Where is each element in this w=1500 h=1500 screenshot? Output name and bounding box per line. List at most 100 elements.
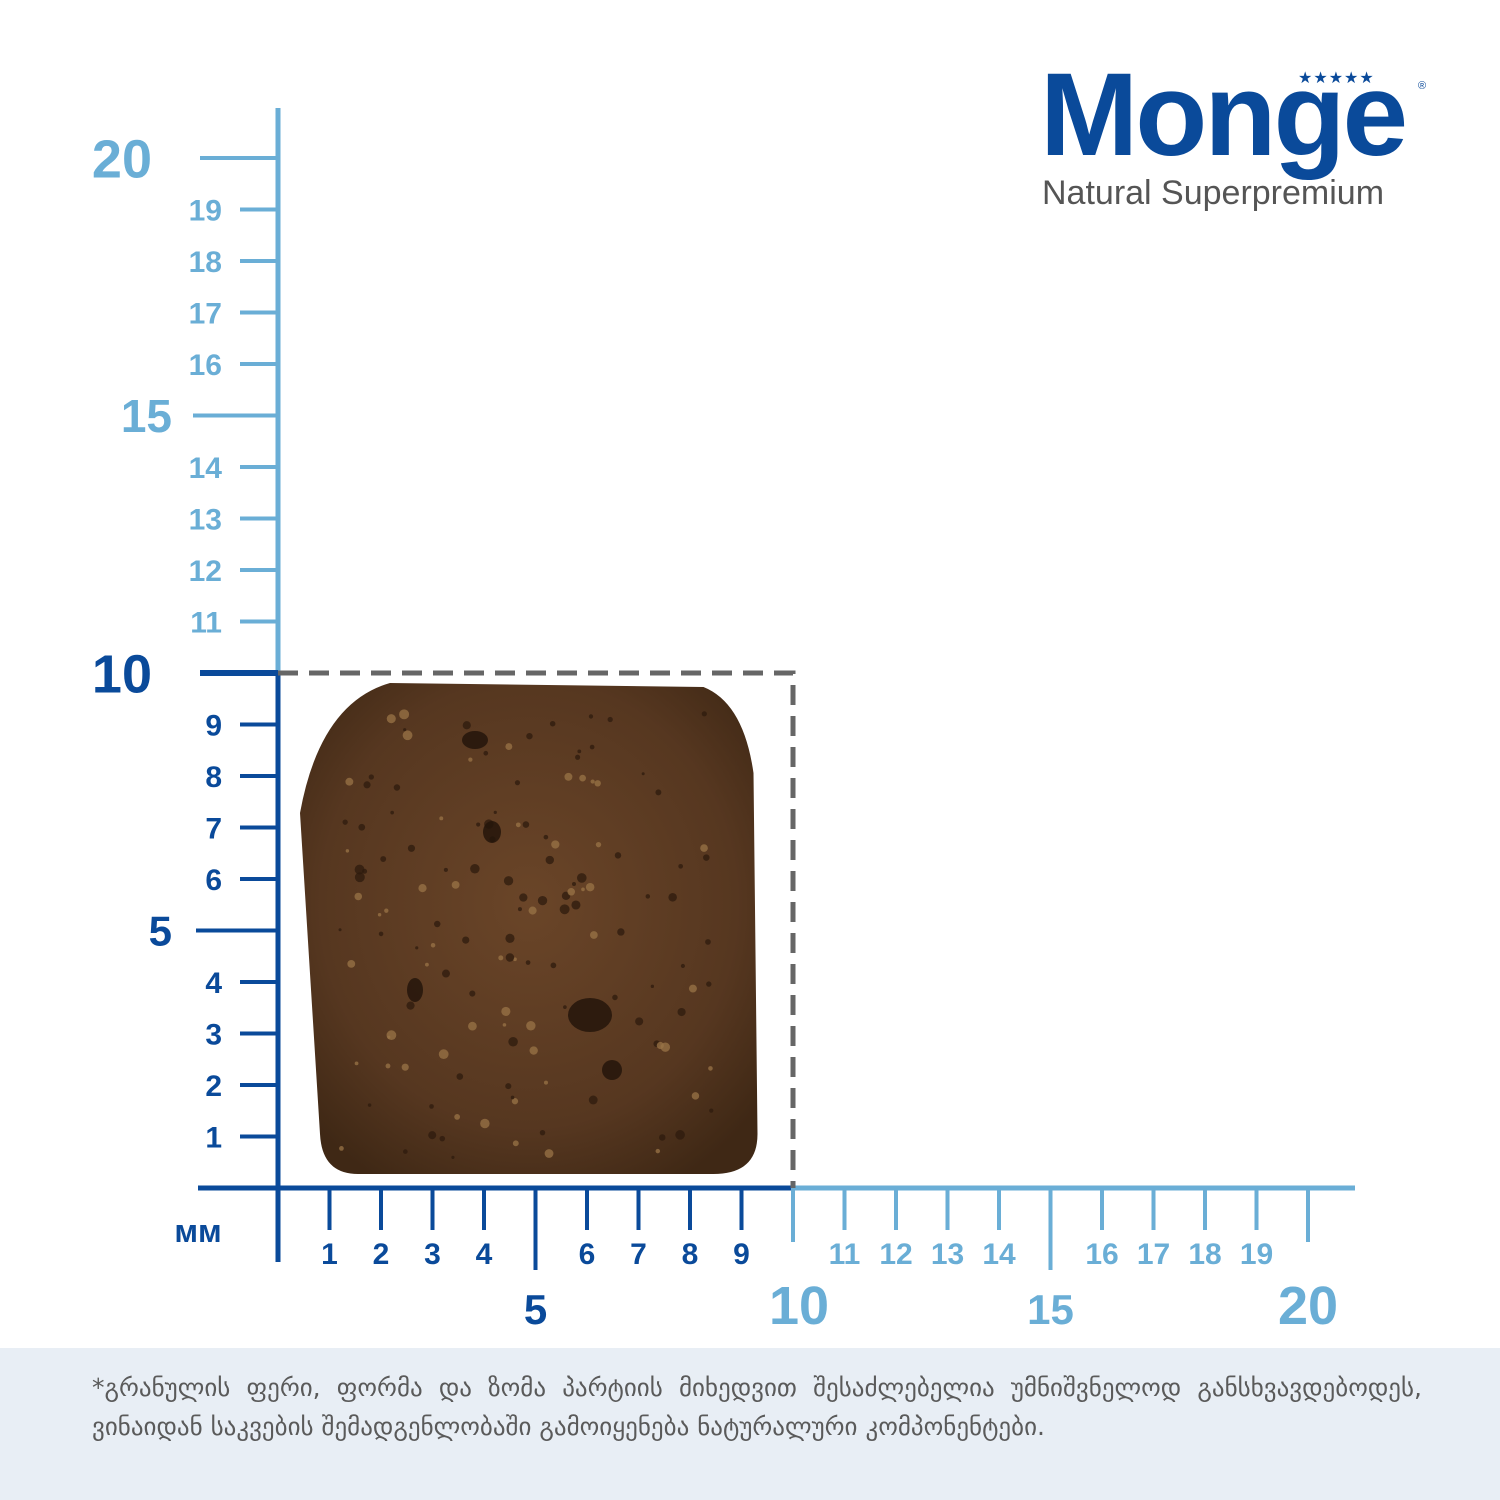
kibble-speckle [588,1095,598,1105]
y-tick-label: 11 [190,607,222,640]
kibble-speckle [451,1155,455,1159]
kibble-speckle [575,754,581,760]
kibble-speckle [493,810,497,814]
kibble-speckle [550,962,557,969]
kibble-speckle [354,872,365,883]
x-major-label: 15 [1027,1286,1074,1333]
y-tick-label: 13 [189,504,222,537]
kibble-speckle [678,863,684,869]
kibble-speckle [354,892,363,901]
kibble-speckle [641,772,645,776]
y-tick-label: 19 [189,195,222,228]
kibble-speckle [468,1021,477,1031]
kibble-speckle [595,841,602,848]
kibble-speckle [403,728,407,732]
kibble-speckle [517,907,522,912]
y-tick-label: 12 [189,555,222,588]
kibble-speckle [659,1134,666,1141]
kibble-speckle [428,1131,437,1140]
kibble-speckle [567,887,576,896]
kibble-speckle [675,1130,685,1140]
y-tick-label: 14 [189,452,223,485]
x-tick-label: 14 [982,1238,1016,1271]
kibble-speckle [515,822,521,828]
kibble-speckle [470,864,480,874]
y-major-label: 15 [121,390,172,442]
kibble-speckle [367,1103,372,1107]
kibble-speckle [617,928,625,936]
kibble-pore [407,978,423,1002]
kibble-speckle [439,816,444,821]
reference-box [278,670,796,1188]
kibble-speckle [563,1005,567,1009]
kibble-speckle [594,780,601,787]
brand-name: Monge [1040,49,1408,181]
kibble-speckle [691,1092,700,1100]
kibble-speckle [559,904,570,915]
kibble-speckle [434,920,441,928]
kibble-speckle [577,749,582,754]
kibble-speckle [358,823,366,831]
kibble-speckle [511,1098,519,1105]
kibble-speckle [701,711,707,717]
kibble-speckle [363,781,371,789]
x-tick-label: 13 [931,1238,964,1271]
y-tick-label: 3 [205,1019,222,1052]
kibble-speckle [385,1063,391,1069]
kibble-speckle [345,849,350,853]
kibble-speckle [526,1021,536,1031]
kibble-speckle [462,936,470,944]
kibble-speckle [650,984,655,989]
kibble-speckle [549,720,556,727]
x-tick-label: 8 [682,1238,699,1271]
x-tick-label: 7 [630,1238,647,1271]
kibble-speckle [505,1083,512,1090]
kibble-speckle [614,852,622,859]
kibble-pore [462,731,488,749]
kibble-speckle [380,856,387,862]
kibble-speckle [345,777,354,786]
x-tick-label: 9 [733,1238,750,1271]
y-major-label: 5 [149,908,172,955]
kibble-speckle [403,1149,408,1154]
y-tick-label: 1 [205,1122,222,1155]
y-tick-label: 2 [205,1070,222,1103]
kibble-speckle [439,1135,446,1142]
kibble-speckle [519,893,528,902]
y-tick-label: 4 [205,967,222,1000]
x-tick-label: 18 [1188,1238,1221,1271]
kibble-speckle [590,931,598,939]
kibble-speckle [503,876,514,886]
x-tick-label: 19 [1240,1238,1273,1271]
footnote-text: *გრანულის ფერი, ფორმა და ზომა პარტიის მი… [92,1373,1422,1441]
kibble-speckle [680,963,685,969]
kibble-speckle [347,959,356,968]
kibble-speckle [454,1114,461,1120]
kibble-speckle [401,1063,409,1071]
kibble-speckle [551,840,560,849]
kibble-speckle [645,894,651,899]
kibble-speckle [443,867,448,872]
kibble-speckle [451,880,460,889]
x-tick-label: 4 [476,1238,493,1271]
kibble-speckle [607,716,613,723]
kibble-speckle [537,895,548,906]
kibble-speckle [407,844,416,852]
kibble-speckle [415,946,419,950]
kibble-pore [483,821,501,843]
kibble-speckle [377,913,382,917]
kibble-speckle [468,757,473,762]
kibble-speckle [483,750,489,756]
kibble-speckle [378,931,384,937]
kibble-speckle [498,955,504,961]
kibble-speckle [572,881,576,886]
y-major-label: 20 [92,129,152,189]
x-major-label: 20 [1278,1276,1338,1336]
kibble-speckle [462,721,471,730]
kibble-speckle [354,1061,359,1066]
x-tick-label: 6 [579,1238,596,1271]
y-tick-label: 8 [205,761,222,794]
kibble-speckle [585,882,595,892]
kibble-speckle [705,939,711,945]
